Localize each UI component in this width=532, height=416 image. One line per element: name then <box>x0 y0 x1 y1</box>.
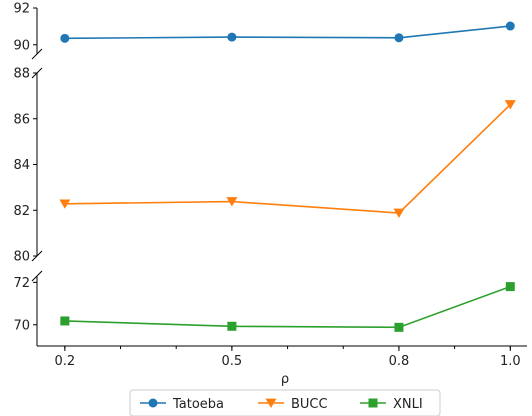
series-line <box>64 25 511 40</box>
x-tick-label: 0.2 <box>54 354 75 369</box>
legend-marker <box>265 398 277 408</box>
data-point <box>504 100 516 110</box>
y-tick-label: 80 <box>13 250 30 265</box>
y-tick-label: 72 <box>13 276 30 291</box>
data-point <box>60 316 70 326</box>
legend-item-tatoeba: Tatoeba <box>140 397 224 412</box>
data-point <box>59 199 71 209</box>
y-tick-label: 70 <box>13 318 30 333</box>
series-xnli <box>60 282 515 332</box>
data-point <box>394 322 404 332</box>
x-axis-label: ρ <box>281 372 289 387</box>
y-tick-label: 92 <box>13 2 30 17</box>
x-tick-label: 0.8 <box>389 354 410 369</box>
legend: Tatoeba BUCC XNLI <box>129 389 441 416</box>
legend-label: Tatoeba <box>172 397 224 412</box>
data-point <box>505 282 515 292</box>
series-line <box>64 285 511 329</box>
data-point <box>394 33 404 43</box>
legend-item-bucc: BUCC <box>258 397 328 412</box>
x-tick-label: 0.5 <box>222 354 243 369</box>
data-point <box>60 33 70 43</box>
series-tatoeba <box>60 21 515 43</box>
legend-label: XNLI <box>393 397 423 412</box>
y-tick-label: 90 <box>13 38 30 53</box>
data-point <box>505 21 515 31</box>
series-layer <box>59 21 516 332</box>
axis-break-mark <box>31 270 43 282</box>
legend-marker <box>148 398 158 408</box>
data-point <box>227 32 237 42</box>
y-tick-label: 86 <box>13 112 30 127</box>
x-tick-label: 1.0 <box>500 354 521 369</box>
axis-break-mark <box>31 48 43 60</box>
axis-break-mark <box>31 250 43 262</box>
legend-frame <box>129 389 441 416</box>
data-point <box>226 197 238 207</box>
data-point <box>227 321 237 331</box>
legend-label: BUCC <box>291 397 328 412</box>
axes: 90 92 80 82 84 86 88 70 72 0.2 0.5 0.8 1.0 <box>13 2 527 369</box>
series-bucc <box>59 100 516 218</box>
y-tick-label: 82 <box>13 204 30 219</box>
legend-item-xnli: XNLI <box>360 397 423 412</box>
series-line <box>64 103 511 214</box>
axis-break-mark <box>31 67 43 79</box>
legend-marker <box>368 398 378 408</box>
data-point <box>393 208 405 218</box>
y-tick-label: 84 <box>13 158 30 173</box>
y-tick-label: 88 <box>13 67 30 82</box>
